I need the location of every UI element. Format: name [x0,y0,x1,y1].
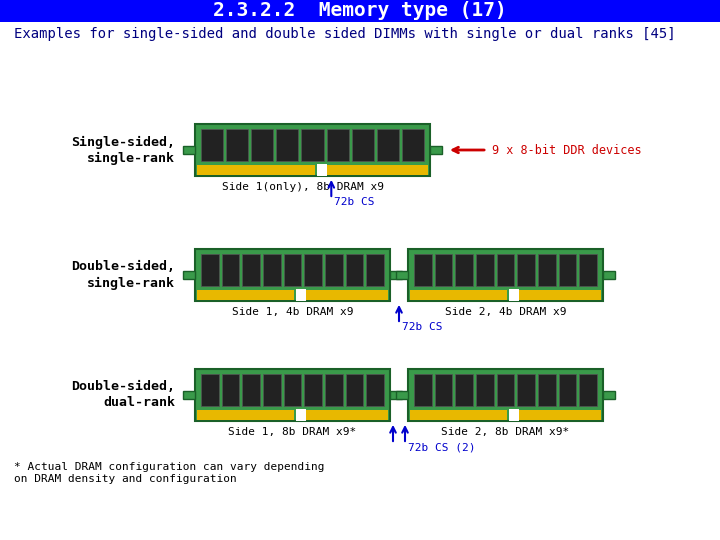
Bar [327,129,348,161]
Bar [197,290,294,300]
Text: single-rank: single-rank [87,276,175,289]
Bar [366,374,384,406]
Text: 2.3.2.2  Memory type (17): 2.3.2.2 Memory type (17) [213,2,507,21]
Bar [183,391,195,399]
Text: on DRAM density and configuration: on DRAM density and configuration [14,474,237,484]
Text: Single-sided,: Single-sided, [71,136,175,148]
Bar [396,391,408,399]
Bar [430,146,442,154]
Bar [318,164,327,176]
Bar [408,369,603,421]
Text: 9 x 8-bit DDR devices: 9 x 8-bit DDR devices [492,144,642,157]
Bar [510,289,519,301]
Bar [297,409,307,421]
Bar [263,374,281,406]
Bar [402,129,424,161]
Bar [559,254,576,286]
Bar [346,254,364,286]
Text: Side 2, 8b DRAM x9*: Side 2, 8b DRAM x9* [441,427,570,437]
Bar [195,369,390,421]
Bar [476,254,494,286]
Bar [410,410,508,420]
Bar [435,254,452,286]
Text: 72b CS (2): 72b CS (2) [408,442,475,452]
Text: Double-sided,: Double-sided, [71,381,175,394]
Bar [455,254,473,286]
Bar [195,124,430,176]
Bar [518,254,535,286]
Bar [183,146,195,154]
Bar [197,410,294,420]
Bar [183,271,195,279]
Bar [263,254,281,286]
Bar [197,165,315,175]
Bar [243,374,260,406]
Bar [327,165,428,175]
Text: 72b CS: 72b CS [334,197,375,207]
Bar [603,391,615,399]
Bar [497,374,514,406]
Bar [603,271,615,279]
Bar [538,374,556,406]
Bar [518,374,535,406]
Bar [305,254,322,286]
Bar [377,129,399,161]
Bar [559,374,576,406]
Bar [519,410,601,420]
Bar [195,249,390,301]
Bar [497,254,514,286]
Bar [390,391,402,399]
Text: dual-rank: dual-rank [103,396,175,409]
Bar [226,129,248,161]
Bar [410,290,508,300]
Bar [325,374,343,406]
Bar [0,0,720,22]
Bar [476,374,494,406]
Bar [276,129,299,161]
Bar [580,374,597,406]
Text: Side 1(only), 8b DRAM x9: Side 1(only), 8b DRAM x9 [222,182,384,192]
Text: * Actual DRAM configuration can vary depending: * Actual DRAM configuration can vary dep… [14,462,325,472]
Bar [201,254,219,286]
Bar [201,374,219,406]
Text: Side 1, 8b DRAM x9*: Side 1, 8b DRAM x9* [228,427,356,437]
Bar [307,290,388,300]
Bar [390,271,402,279]
Bar [408,249,603,301]
Bar [346,374,364,406]
Bar [435,374,452,406]
Bar [455,374,473,406]
Text: Double-sided,: Double-sided, [71,260,175,273]
Bar [222,254,239,286]
Bar [222,374,239,406]
Bar [325,254,343,286]
Bar [284,374,302,406]
Bar [251,129,274,161]
Bar [307,410,388,420]
Bar [366,254,384,286]
Bar [243,254,260,286]
Bar [510,409,519,421]
Bar [580,254,597,286]
Text: 72b CS: 72b CS [402,322,443,332]
Bar [396,271,408,279]
Text: single-rank: single-rank [87,151,175,165]
Bar [414,254,432,286]
Bar [351,129,374,161]
Bar [305,374,322,406]
Bar [538,254,556,286]
Text: Side 2, 4b DRAM x9: Side 2, 4b DRAM x9 [445,307,566,317]
Bar [284,254,302,286]
Bar [201,129,223,161]
Bar [519,290,601,300]
Bar [297,289,307,301]
Text: Examples for single-sided and double sided DIMMs with single or dual ranks [45]: Examples for single-sided and double sid… [14,27,675,41]
Text: Side 1, 4b DRAM x9: Side 1, 4b DRAM x9 [232,307,354,317]
Bar [414,374,432,406]
Bar [302,129,323,161]
